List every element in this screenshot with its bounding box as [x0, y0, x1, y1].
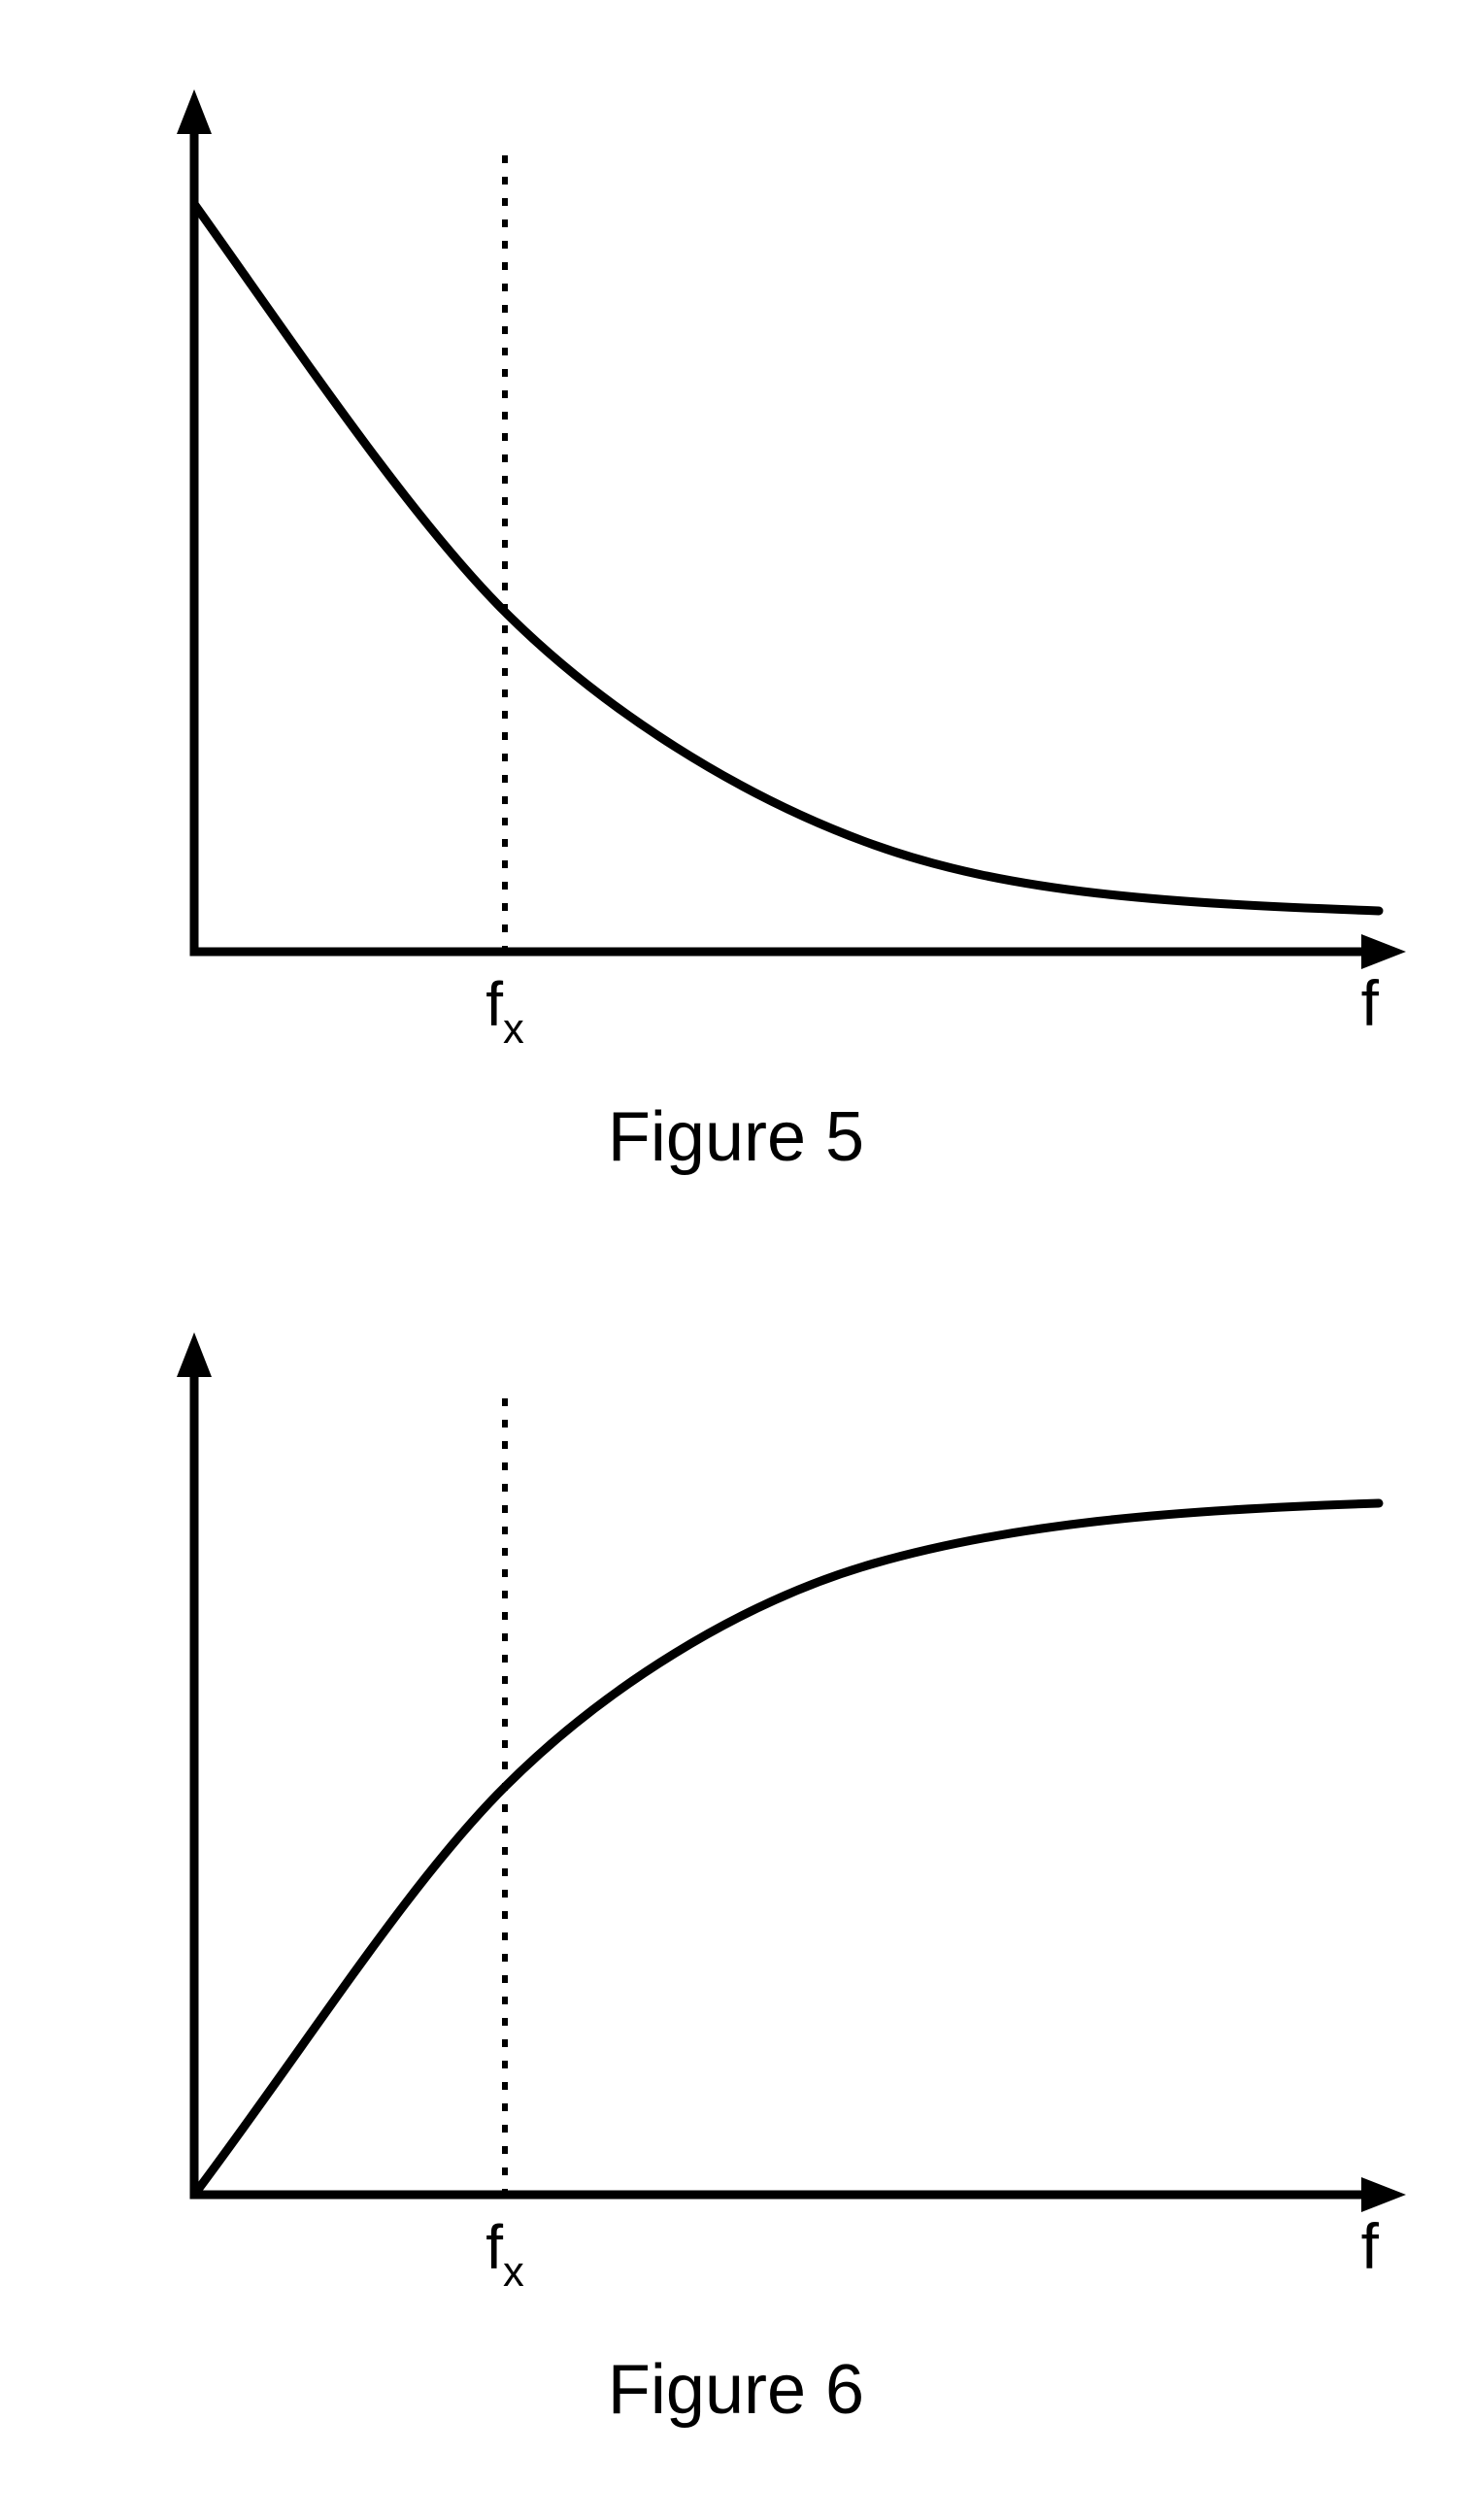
fig6-y-arrow — [177, 1332, 212, 1377]
fig6-fx-label-base: f — [485, 2212, 503, 2282]
figure-5-caption: Figure 5 — [0, 1097, 1472, 1177]
fig5-x-arrow — [1361, 934, 1406, 969]
fig5-y-arrow — [177, 89, 212, 134]
fig6-curve — [194, 1503, 1379, 2195]
fig5-fx-label-base: f — [485, 969, 503, 1039]
fig5-f-label: f — [1361, 967, 1380, 1039]
fig6-x-arrow — [1361, 2177, 1406, 2212]
fig6-fx-label: fx — [485, 2212, 524, 2296]
fig5-fx-label: fx — [485, 969, 524, 1053]
fig5-fx-label-sub: x — [503, 1006, 524, 1053]
figure-6-svg: fx f — [0, 1301, 1472, 2331]
figure-6-caption: Figure 6 — [0, 2350, 1472, 2430]
fig6-fx-label-sub: x — [503, 2249, 524, 2296]
figure-6-panel: fx f — [0, 1301, 1472, 2331]
fig6-f-label: f — [1361, 2210, 1380, 2282]
figure-5-svg: fx f — [0, 58, 1472, 1088]
figure-5-panel: fx f — [0, 58, 1472, 1088]
fig5-curve — [194, 204, 1379, 911]
